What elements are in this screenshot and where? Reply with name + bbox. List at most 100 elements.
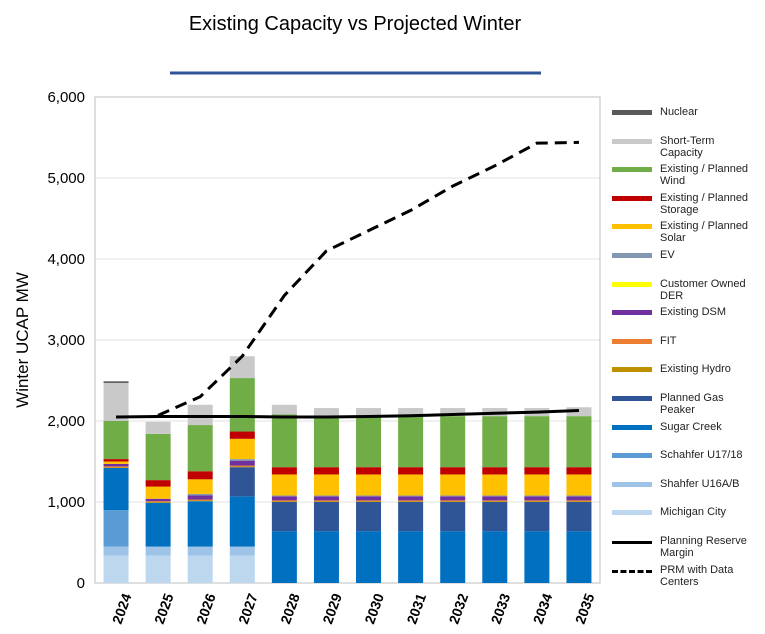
bar-segment xyxy=(566,474,592,496)
legend-item: EV xyxy=(612,249,762,261)
bar-segment xyxy=(482,502,508,532)
bar-segment xyxy=(103,421,129,460)
bar-segment xyxy=(356,501,382,502)
legend-label: Existing Hydro xyxy=(660,363,731,376)
line-series xyxy=(116,408,580,419)
bar-segment xyxy=(566,495,592,497)
x-tick-label: 2032 xyxy=(445,591,471,626)
y-tick-label: 0 xyxy=(77,575,85,592)
legend-label: FIT xyxy=(660,334,677,347)
bar-segment xyxy=(524,500,550,502)
bar-segment xyxy=(524,495,550,497)
legend-swatch xyxy=(612,281,652,287)
bar-segment xyxy=(356,496,382,501)
bar-segment xyxy=(187,501,213,547)
bar-segment xyxy=(313,408,339,417)
legend-item: Michigan City xyxy=(612,506,762,518)
bar-segment xyxy=(398,531,424,583)
bar-segment xyxy=(440,502,466,532)
legend-item: Nuclear xyxy=(612,106,762,118)
x-tick-label: 2024 xyxy=(109,591,135,626)
bar-segment xyxy=(566,496,592,501)
bar-segment xyxy=(313,474,339,496)
legend-swatch xyxy=(612,569,652,573)
x-tick-label: 2028 xyxy=(277,591,303,626)
x-tick-label: 2026 xyxy=(193,591,219,626)
legend-label: Shahfer U16A/B xyxy=(660,477,740,490)
bar-segment xyxy=(103,466,129,468)
y-tick-label: 5,000 xyxy=(47,170,85,187)
bar-segment xyxy=(229,378,255,432)
legend-item: FIT xyxy=(612,335,762,347)
bar-segment xyxy=(440,495,466,497)
y-tick-label: 3,000 xyxy=(47,332,85,349)
legend-swatch xyxy=(612,367,652,373)
bar-segment xyxy=(482,416,508,468)
bar-segment xyxy=(145,498,171,502)
bar-segment xyxy=(440,531,466,583)
bar-segment xyxy=(229,356,255,379)
line-series xyxy=(157,140,579,417)
bar-segment xyxy=(566,416,592,468)
bar-segment xyxy=(103,463,129,467)
bar-segment xyxy=(398,467,424,475)
legend-swatch xyxy=(612,424,652,430)
legend-label: Michigan City xyxy=(660,506,727,519)
legend-swatch xyxy=(612,396,652,401)
bar-segment xyxy=(145,546,171,556)
legend-item: Schahfer U17/18 xyxy=(612,449,762,461)
bar-segment xyxy=(187,471,213,480)
legend-label: Planned Gas Peaker xyxy=(660,392,724,416)
bar-segment xyxy=(398,496,424,501)
bar-segment xyxy=(271,502,297,532)
x-tick-label: 2034 xyxy=(530,591,556,626)
bar-segment xyxy=(229,465,255,467)
bar-segment xyxy=(356,495,382,497)
legend-swatch xyxy=(612,195,652,201)
chart-title: Existing Capacity vs Projected Winter xyxy=(188,13,522,35)
bar-segment xyxy=(145,502,171,503)
bar-segment xyxy=(271,414,297,468)
bar-segment xyxy=(356,408,382,417)
bar-segment xyxy=(229,555,255,583)
bar-segment xyxy=(145,421,171,434)
bar-segment xyxy=(440,496,466,501)
bar-segment xyxy=(187,546,213,556)
bar-segment xyxy=(524,531,550,583)
legend-item: Planning Reserve Margin xyxy=(612,535,762,559)
bar-segment xyxy=(103,381,129,383)
legend-label: Short-Term Capacity xyxy=(660,134,715,159)
bar-segment xyxy=(145,501,171,502)
bar-segment xyxy=(356,502,382,532)
bar-segment xyxy=(145,486,171,499)
bar-segment xyxy=(356,531,382,583)
bar-segment xyxy=(356,474,382,496)
bar-segment xyxy=(482,496,508,501)
bar-segment xyxy=(271,531,297,583)
bar-segment xyxy=(440,467,466,475)
bar-segment xyxy=(103,555,129,583)
legend-item: Sugar Creek xyxy=(612,421,762,433)
bar-segment xyxy=(103,467,129,468)
bar-segment xyxy=(187,555,213,583)
legend-label: PRM with Data Centers xyxy=(660,563,734,588)
legend-swatch xyxy=(612,510,652,516)
bar-segment xyxy=(145,555,171,583)
bar-segment xyxy=(271,496,297,501)
legend-swatch xyxy=(612,167,652,173)
bar-segment xyxy=(229,431,255,439)
bar-segment xyxy=(187,404,213,426)
bar-segment xyxy=(187,425,213,472)
x-tick-label: 2029 xyxy=(319,591,345,626)
bar-segment xyxy=(187,495,213,500)
legend-label: Schahfer U17/18 xyxy=(660,449,743,462)
bar-segment xyxy=(187,493,213,496)
bar-segment xyxy=(398,474,424,496)
legend-item: Short-Term Capacity xyxy=(612,135,762,159)
legend-swatch xyxy=(612,253,652,258)
bar-segment xyxy=(187,500,213,502)
bar-segment xyxy=(145,480,171,487)
legend-swatch xyxy=(612,338,652,344)
legend-label: Nuclear xyxy=(660,106,698,118)
